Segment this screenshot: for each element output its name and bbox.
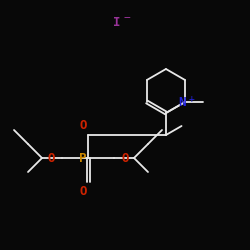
Text: O: O [79,185,87,198]
Text: I: I [113,16,120,28]
Text: −: − [124,13,131,23]
Text: O: O [79,119,87,132]
Text: +: + [189,94,195,104]
Text: O: O [48,152,55,164]
Text: P: P [79,152,87,164]
Text: N: N [178,96,186,108]
Text: O: O [121,152,128,164]
